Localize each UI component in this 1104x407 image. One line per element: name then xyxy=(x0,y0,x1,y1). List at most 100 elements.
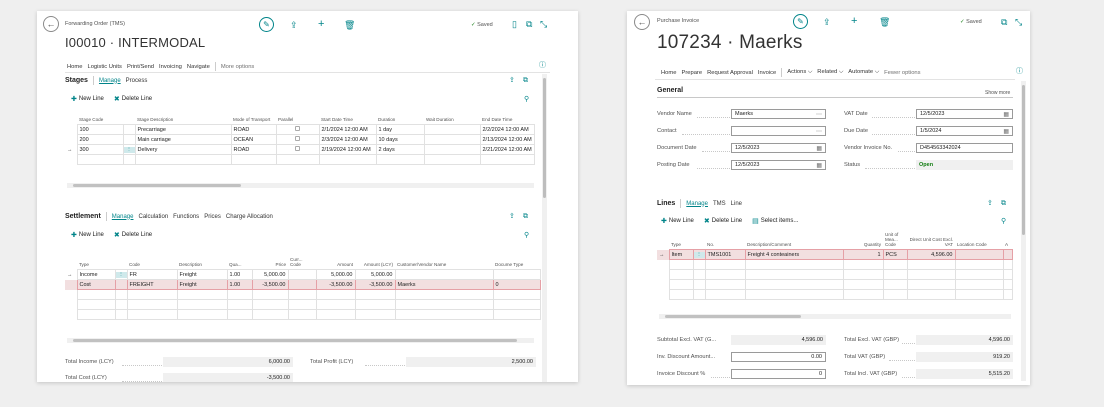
table-row-empty[interactable] xyxy=(65,309,541,320)
table-row[interactable]: → Income ⋮ FR Freight 1.00 5,000.00 5,00… xyxy=(65,269,541,280)
filter-icon[interactable]: ⚲ xyxy=(524,232,530,239)
empty-cell[interactable] xyxy=(842,269,884,280)
cell-description[interactable]: Freight xyxy=(176,279,228,290)
cell-price[interactable]: 5,000.00 xyxy=(251,269,289,280)
select-items-button[interactable]: ▤ Select items... xyxy=(752,217,798,225)
cell-stage-code[interactable]: 300 xyxy=(76,144,124,155)
col-currency-code[interactable]: Curr... Code xyxy=(290,257,303,267)
empty-cell[interactable] xyxy=(134,154,232,165)
empty-cell[interactable] xyxy=(704,289,746,300)
empty-cell[interactable] xyxy=(287,289,317,300)
scrollbar-thumb[interactable] xyxy=(73,339,517,342)
empty-cell[interactable] xyxy=(275,154,320,165)
cell-end[interactable]: 2/2/2024 12:00 AM xyxy=(479,124,535,135)
tab-manage[interactable]: Manage xyxy=(98,77,121,84)
empty-cell[interactable] xyxy=(842,289,884,300)
menu-prepare[interactable]: Prepare xyxy=(681,69,703,76)
cell-parallel[interactable] xyxy=(275,144,320,155)
cell-description[interactable]: Freight xyxy=(176,269,228,280)
vendor-invoice-field[interactable]: D454563342024 xyxy=(916,143,1013,153)
menu-print-send[interactable]: Print/Send xyxy=(126,63,155,70)
empty-cell[interactable] xyxy=(423,154,481,165)
empty-cell[interactable] xyxy=(1002,269,1013,280)
share-icon[interactable]: ⇪ xyxy=(509,77,515,84)
lookup-icon[interactable]: ⋯ xyxy=(816,128,822,135)
tab-tms[interactable]: TMS xyxy=(712,200,726,207)
document-date-field[interactable]: 12/5/2023 ▦ xyxy=(731,143,826,153)
col-type[interactable]: Type xyxy=(79,262,89,267)
new-line-button[interactable]: ✚ New Line xyxy=(71,95,104,103)
checkbox[interactable] xyxy=(295,126,300,131)
cell-quantity[interactable]: 1.00 xyxy=(226,269,253,280)
empty-cell[interactable] xyxy=(287,309,317,320)
empty-cell[interactable] xyxy=(906,279,956,290)
vendor-name-field[interactable]: Maerks ⋯ xyxy=(731,109,826,119)
empty-cell[interactable] xyxy=(744,259,844,270)
col-quantity[interactable]: Qua... xyxy=(229,262,242,267)
empty-cell[interactable] xyxy=(492,289,541,300)
col-mode-of-transport[interactable]: Mode of Transport xyxy=(233,117,271,122)
empty-cell[interactable] xyxy=(375,154,425,165)
col-customer-vendor-name[interactable]: Customer/Vendor Name xyxy=(397,262,447,267)
row-actions-button[interactable]: ⋮ xyxy=(114,269,128,280)
calendar-icon[interactable]: ▦ xyxy=(1003,111,1009,118)
empty-cell[interactable] xyxy=(226,289,253,300)
cell-amount[interactable]: 5,000.00 xyxy=(315,269,356,280)
new-line-button[interactable]: ✚ New Line xyxy=(661,217,694,225)
empty-cell[interactable] xyxy=(842,279,884,290)
empty-cell[interactable] xyxy=(744,289,844,300)
empty-cell[interactable] xyxy=(76,309,116,320)
empty-cell[interactable] xyxy=(842,259,884,270)
cell-amount-lcy[interactable]: 5,000.00 xyxy=(354,269,396,280)
empty-cell[interactable] xyxy=(354,309,396,320)
empty-cell[interactable] xyxy=(1002,279,1013,290)
empty-cell[interactable] xyxy=(744,279,844,290)
empty-cell[interactable] xyxy=(1002,289,1013,300)
cell-no[interactable]: TMS1001 xyxy=(704,249,746,260)
empty-cell[interactable] xyxy=(492,309,541,320)
cell-code[interactable]: FR xyxy=(126,269,178,280)
share-icon[interactable]: ⇪ xyxy=(987,200,993,207)
empty-cell[interactable] xyxy=(906,289,956,300)
menu-navigate[interactable]: Navigate xyxy=(186,63,210,70)
empty-cell[interactable] xyxy=(479,154,535,165)
checkbox[interactable] xyxy=(295,136,300,141)
menu-logistic-units[interactable]: Logistic Units xyxy=(87,63,122,70)
cell-currency[interactable] xyxy=(287,279,317,290)
open-new-window-icon[interactable]: ⧉ xyxy=(526,19,533,29)
cell-doc-type[interactable] xyxy=(492,269,541,280)
cell-a[interactable] xyxy=(1002,249,1013,260)
col-parallel[interactable]: Parallel xyxy=(278,117,294,122)
empty-cell[interactable] xyxy=(882,259,908,270)
cell-duration[interactable]: 2 days xyxy=(375,144,425,155)
cell-quantity[interactable]: 1.00 xyxy=(226,279,253,290)
menu-request-approval[interactable]: Request Approval xyxy=(707,69,753,76)
empty-cell[interactable] xyxy=(176,289,228,300)
empty-cell[interactable] xyxy=(230,154,277,165)
scrollbar-thumb[interactable] xyxy=(1022,85,1025,235)
horizontal-scrollbar[interactable] xyxy=(659,314,1011,319)
empty-cell[interactable] xyxy=(668,269,694,280)
vertical-scrollbar[interactable] xyxy=(542,74,547,382)
table-row-selected[interactable]: → Item ⋮ TMS1001 Freight 4 conteainers 1… xyxy=(657,249,1013,260)
filter-icon[interactable]: ⚲ xyxy=(1001,218,1007,225)
filter-icon[interactable]: ⚲ xyxy=(524,96,530,103)
delete-icon[interactable]: 🗑 xyxy=(879,17,891,27)
cell-stage-description[interactable]: Delivery xyxy=(134,144,232,155)
empty-cell[interactable] xyxy=(126,289,178,300)
cell-end[interactable]: 2/13/2024 12:00 AM xyxy=(479,134,535,145)
cell-name[interactable]: Maerks xyxy=(394,279,494,290)
expand-icon[interactable]: ⧉ xyxy=(1001,200,1006,207)
share-icon[interactable]: ⇪ xyxy=(823,17,831,27)
scrollbar-thumb[interactable] xyxy=(543,78,546,198)
edit-button[interactable]: ✎ xyxy=(793,14,808,29)
menu-related[interactable]: Related ⌵ xyxy=(817,69,843,76)
cell-amount-lcy[interactable]: -3,500.00 xyxy=(354,279,396,290)
table-row[interactable]: → 300 ⋮ Delivery ROAD 2/19/2024 12:00 AM… xyxy=(65,144,535,155)
col-document-type[interactable]: Docume Type xyxy=(495,262,524,267)
empty-cell[interactable] xyxy=(1002,259,1013,270)
col-direct-unit-cost[interactable]: Direct Unit Cost Excl. VAT xyxy=(909,237,953,247)
horizontal-scrollbar[interactable] xyxy=(67,338,534,343)
scrollbar-thumb[interactable] xyxy=(73,184,241,187)
empty-cell[interactable] xyxy=(354,299,396,310)
